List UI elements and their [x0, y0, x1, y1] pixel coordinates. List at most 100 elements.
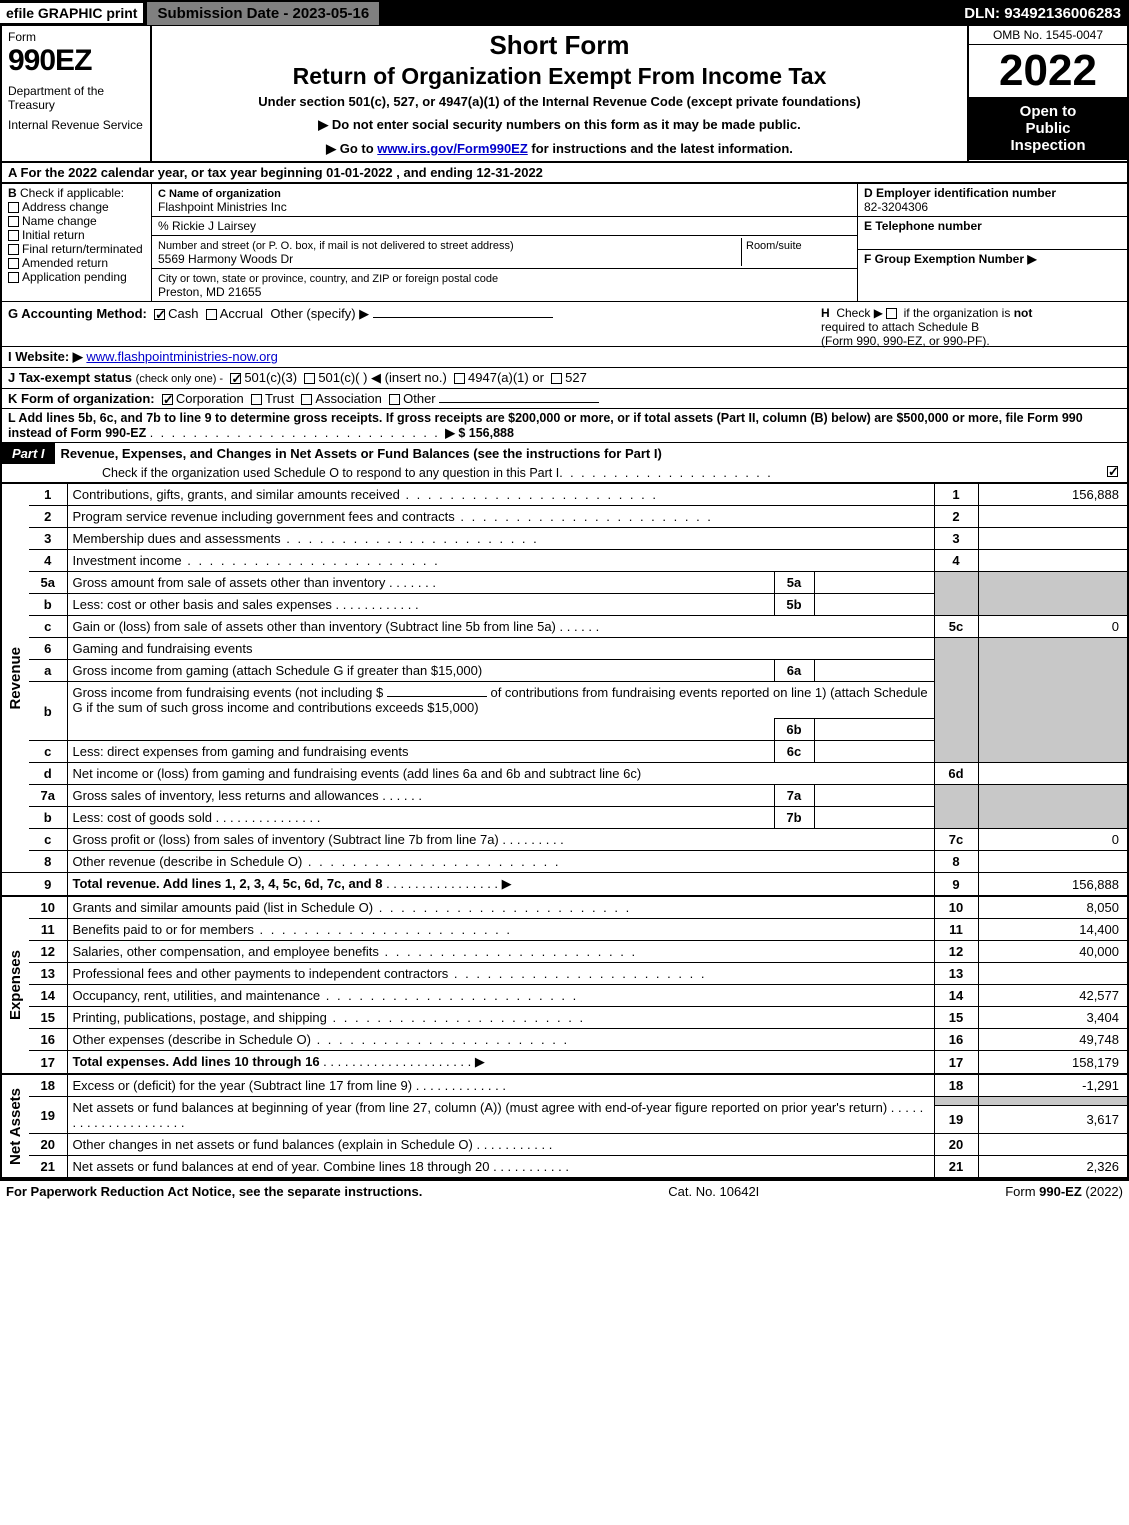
l20-rn: 20: [934, 1134, 978, 1156]
netassets-sidelabel: Net Assets: [1, 1074, 29, 1178]
corp-checkbox[interactable]: [162, 394, 173, 405]
accrual-checkbox[interactable]: [206, 309, 217, 320]
e-label: E Telephone number: [864, 219, 982, 233]
l14-num: 14: [29, 985, 67, 1007]
l10-desc: Grants and similar amounts paid (list in…: [67, 896, 934, 919]
trust-checkbox[interactable]: [251, 394, 262, 405]
l5c-desc-text: Gain or (loss) from sale of assets other…: [73, 619, 556, 634]
l16-rn: 16: [934, 1029, 978, 1051]
l13-num: 13: [29, 963, 67, 985]
l7b-num: b: [29, 807, 67, 829]
l8-val: [978, 851, 1128, 873]
l5ab-grey-rv: [978, 572, 1128, 616]
line-7a: 7a Gross sales of inventory, less return…: [1, 785, 1128, 807]
l8-rn: 8: [934, 851, 978, 873]
501c-label: 501(c)( ) ◀ (insert no.): [318, 370, 446, 385]
l12-desc-text: Salaries, other compensation, and employ…: [73, 944, 379, 959]
initial-return-checkbox[interactable]: [8, 230, 19, 241]
assoc-checkbox[interactable]: [301, 394, 312, 405]
name-change-checkbox[interactable]: [8, 216, 19, 227]
section-h: H Check ▶ if the organization is not req…: [821, 306, 1121, 348]
final-return-checkbox[interactable]: [8, 244, 19, 255]
l3-desc-text: Membership dues and assessments: [73, 531, 281, 546]
line-7c: c Gross profit or (loss) from sales of i…: [1, 829, 1128, 851]
l6b-sval: [814, 719, 934, 741]
l6d-desc: Net income or (loss) from gaming and fun…: [67, 763, 934, 785]
l7c-rn: 7c: [934, 829, 978, 851]
footer-left: For Paperwork Reduction Act Notice, see …: [6, 1184, 422, 1199]
irs-link[interactable]: www.irs.gov/Form990EZ: [377, 141, 528, 156]
l11-dots: [254, 922, 512, 937]
h-label: H: [821, 306, 830, 320]
line-8: 8 Other revenue (describe in Schedule O)…: [1, 851, 1128, 873]
l5c-num: c: [29, 616, 67, 638]
care-of: % Rickie J Lairsey: [158, 219, 256, 233]
other-org-checkbox[interactable]: [389, 394, 400, 405]
address-change-checkbox[interactable]: [8, 202, 19, 213]
l3-rn: 3: [934, 528, 978, 550]
l15-desc-text: Printing, publications, postage, and shi…: [73, 1010, 327, 1025]
l5b-sub: 5b: [774, 594, 814, 616]
form-header: Form 990EZ Department of the Treasury In…: [0, 26, 1129, 163]
form-word: Form: [8, 30, 144, 44]
l13-desc: Professional fees and other payments to …: [67, 963, 934, 985]
open-line1: Open to: [973, 103, 1123, 120]
website-link[interactable]: www.flashpointministries-now.org: [86, 349, 277, 364]
l8-desc-text: Other revenue (describe in Schedule O): [73, 854, 303, 869]
section-j: J Tax-exempt status (check only one) - 5…: [0, 368, 1129, 389]
j-note: (check only one) -: [136, 373, 223, 385]
l15-val: 3,404: [978, 1007, 1128, 1029]
l20-desc: Other changes in net assets or fund bala…: [67, 1134, 934, 1156]
cash-checkbox[interactable]: [154, 309, 165, 320]
line-12: 12 Salaries, other compensation, and emp…: [1, 941, 1128, 963]
l11-desc: Benefits paid to or for members: [67, 919, 934, 941]
l8-desc: Other revenue (describe in Schedule O): [67, 851, 934, 873]
527-checkbox[interactable]: [551, 373, 562, 384]
l7c-val: 0: [978, 829, 1128, 851]
line-16: 16 Other expenses (describe in Schedule …: [1, 1029, 1128, 1051]
4947-label: 4947(a)(1) or: [468, 370, 544, 385]
501c-checkbox[interactable]: [304, 373, 315, 384]
l20-val: [978, 1134, 1128, 1156]
l7a-desc: Gross sales of inventory, less returns a…: [67, 785, 774, 807]
l5a-num: 5a: [29, 572, 67, 594]
l13-desc-text: Professional fees and other payments to …: [73, 966, 449, 981]
l6c-sval: [814, 741, 934, 763]
line-21: 21 Net assets or fund balances at end of…: [1, 1156, 1128, 1179]
application-pending-checkbox[interactable]: [8, 272, 19, 283]
l21-dots: . . . . . . . . . . .: [489, 1159, 568, 1174]
l14-desc-text: Occupancy, rent, utilities, and maintena…: [73, 988, 321, 1003]
l18-dots: . . . . . . . . . . . . .: [412, 1078, 506, 1093]
l13-dots: [448, 966, 706, 981]
l18-desc-text: Excess or (deficit) for the year (Subtra…: [73, 1078, 413, 1093]
accrual-label: Accrual: [220, 306, 263, 321]
l6a-sval: [814, 660, 934, 682]
l5c-val: 0: [978, 616, 1128, 638]
l5c-desc: Gain or (loss) from sale of assets other…: [67, 616, 934, 638]
initial-return-label: Initial return: [22, 228, 85, 242]
l6c-sub: 6c: [774, 741, 814, 763]
h-checkbox[interactable]: [886, 308, 897, 319]
form-number: 990EZ: [8, 44, 144, 78]
l7a-sub: 7a: [774, 785, 814, 807]
4947-checkbox[interactable]: [454, 373, 465, 384]
corp-label: Corporation: [176, 391, 244, 406]
l7a-num: 7a: [29, 785, 67, 807]
omb-number: OMB No. 1545-0047: [969, 26, 1127, 45]
l6a-desc: Gross income from gaming (attach Schedul…: [67, 660, 774, 682]
schedule-o-checkbox[interactable]: [1107, 466, 1118, 477]
l18-desc: Excess or (deficit) for the year (Subtra…: [67, 1074, 934, 1097]
g-label: G Accounting Method:: [8, 306, 147, 321]
amended-return-checkbox[interactable]: [8, 258, 19, 269]
other-specify-line: [373, 317, 553, 318]
l11-val: 14,400: [978, 919, 1128, 941]
city-label: City or town, state or province, country…: [158, 273, 498, 285]
line-1: Revenue 1 Contributions, gifts, grants, …: [1, 484, 1128, 506]
f-label: F Group Exemption Number ▶: [864, 252, 1037, 266]
l21-val: 2,326: [978, 1156, 1128, 1179]
l9-val: 156,888: [978, 873, 1128, 897]
cash-label: Cash: [168, 306, 198, 321]
line-14: 14 Occupancy, rent, utilities, and maint…: [1, 985, 1128, 1007]
e-phone-row: E Telephone number: [858, 217, 1127, 250]
501c3-checkbox[interactable]: [230, 373, 241, 384]
